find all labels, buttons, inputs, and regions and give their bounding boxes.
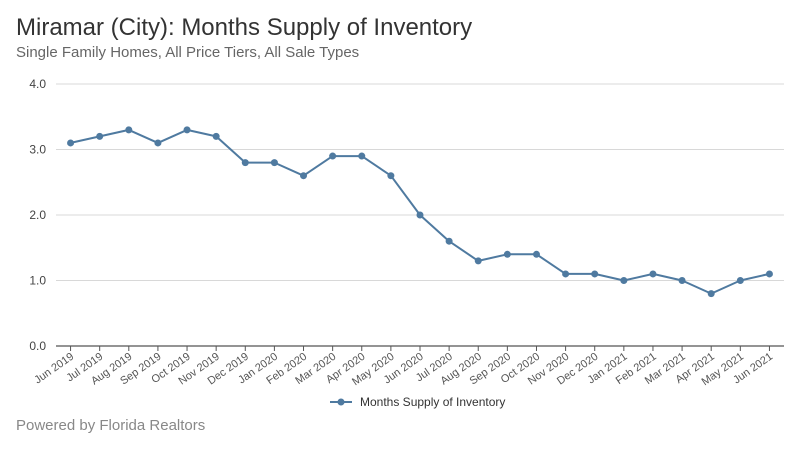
data-point[interactable] bbox=[96, 132, 104, 140]
data-point[interactable] bbox=[416, 211, 424, 219]
data-point[interactable] bbox=[358, 152, 366, 160]
data-point[interactable] bbox=[387, 172, 395, 180]
legend-marker-icon bbox=[337, 398, 345, 406]
credit-text: Powered by Florida Realtors bbox=[16, 417, 206, 434]
series-layer bbox=[67, 126, 773, 298]
y-tick-label: 4.0 bbox=[29, 77, 46, 91]
data-point[interactable] bbox=[591, 270, 599, 278]
legend[interactable]: Months Supply of Inventory bbox=[330, 395, 505, 409]
data-point[interactable] bbox=[329, 152, 337, 160]
data-point[interactable] bbox=[212, 132, 220, 140]
data-point[interactable] bbox=[241, 159, 249, 167]
data-point[interactable] bbox=[125, 126, 133, 134]
data-point[interactable] bbox=[300, 172, 308, 180]
data-point[interactable] bbox=[445, 237, 453, 245]
data-point[interactable] bbox=[270, 159, 278, 167]
data-point[interactable] bbox=[707, 290, 715, 298]
chart-subtitle: Single Family Homes, All Price Tiers, Al… bbox=[16, 44, 360, 61]
data-point[interactable] bbox=[67, 139, 75, 147]
legend-label[interactable]: Months Supply of Inventory bbox=[360, 395, 505, 409]
chart-title: Miramar (City): Months Supply of Invento… bbox=[16, 14, 473, 41]
y-tick-label: 2.0 bbox=[29, 208, 46, 222]
y-tick-label: 3.0 bbox=[29, 143, 46, 157]
data-point[interactable] bbox=[765, 270, 773, 278]
data-point[interactable] bbox=[678, 277, 686, 284]
data-point[interactable] bbox=[620, 277, 628, 284]
data-point[interactable] bbox=[503, 250, 511, 258]
data-point[interactable] bbox=[736, 277, 744, 284]
data-point[interactable] bbox=[649, 270, 657, 278]
data-point[interactable] bbox=[183, 126, 191, 134]
data-point[interactable] bbox=[474, 257, 482, 265]
y-axis-ticks: 0.0 1.0 2.0 3.0 4.0 bbox=[29, 77, 46, 353]
data-point[interactable] bbox=[532, 250, 540, 258]
y-tick-label: 1.0 bbox=[29, 274, 46, 288]
data-point[interactable] bbox=[562, 270, 570, 278]
data-point[interactable] bbox=[154, 139, 162, 147]
y-tick-label: 0.0 bbox=[29, 339, 46, 353]
